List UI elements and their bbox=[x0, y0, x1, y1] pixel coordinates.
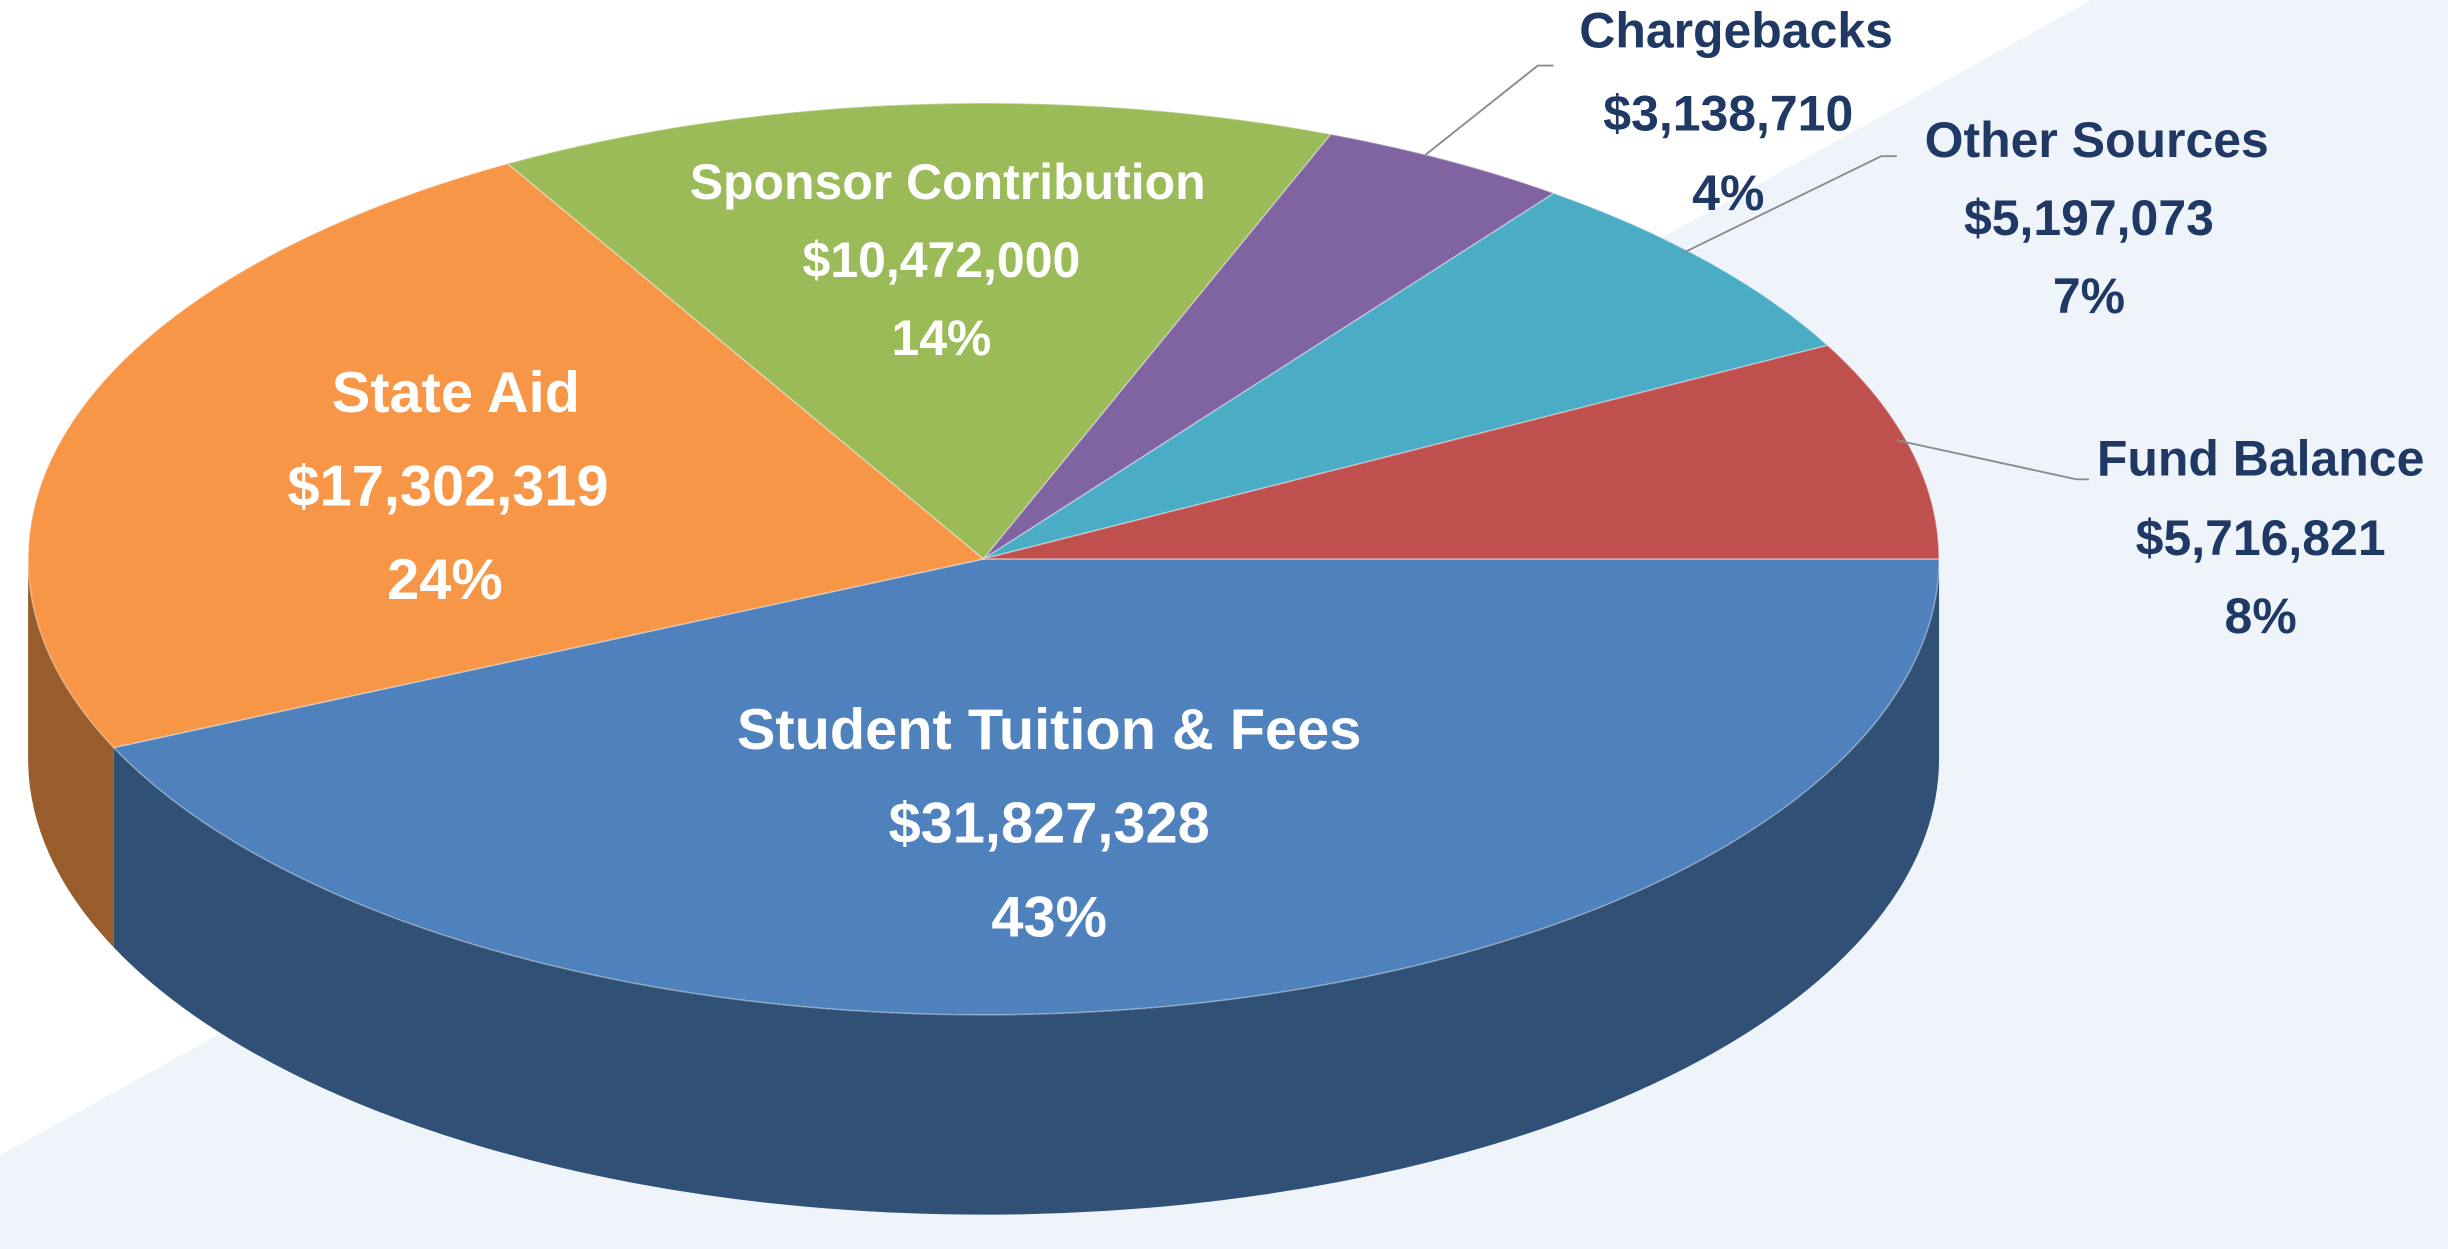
category-label: Sponsor Contribution bbox=[690, 154, 1206, 210]
percent-label: 4% bbox=[1692, 165, 1764, 221]
slice bbox=[506, 102, 1333, 561]
value-label: $3,138,710 bbox=[1603, 85, 1853, 141]
pie-sides bbox=[28, 558, 1940, 1215]
category-label: State Aid bbox=[332, 361, 580, 425]
leader-line bbox=[1682, 155, 1897, 254]
slice bbox=[983, 192, 1830, 560]
slice bbox=[112, 558, 1940, 1016]
slice bbox=[982, 133, 1556, 560]
category-label: Student Tuition & Fees bbox=[737, 698, 1362, 762]
value-label: $5,716,821 bbox=[2136, 510, 2386, 566]
percent-label: 7% bbox=[2053, 268, 2125, 324]
pie-tops bbox=[27, 102, 1940, 1016]
percent-label: 43% bbox=[991, 885, 1107, 949]
category-label: Chargebacks bbox=[1579, 3, 1893, 59]
slice-side bbox=[113, 558, 1940, 1215]
value-label: $10,472,000 bbox=[803, 232, 1081, 288]
value-label: $17,302,319 bbox=[287, 455, 608, 519]
labels: Student Tuition & Fees $31,827,328 43% S… bbox=[287, 3, 2424, 950]
slice-side bbox=[28, 558, 114, 948]
percent-label: 24% bbox=[387, 548, 503, 612]
leader-line bbox=[1423, 64, 1554, 157]
percent-label: 8% bbox=[2225, 588, 2297, 644]
leader-line bbox=[1896, 439, 2089, 481]
slice bbox=[983, 344, 1940, 560]
slice bbox=[27, 162, 986, 749]
category-label: Other Sources bbox=[1925, 112, 2269, 168]
value-label: $5,197,073 bbox=[1964, 190, 2214, 246]
category-label: Fund Balance bbox=[2097, 430, 2424, 486]
value-label: $31,827,328 bbox=[889, 792, 1210, 856]
leader-lines bbox=[1423, 64, 2089, 481]
percent-label: 14% bbox=[891, 310, 991, 366]
